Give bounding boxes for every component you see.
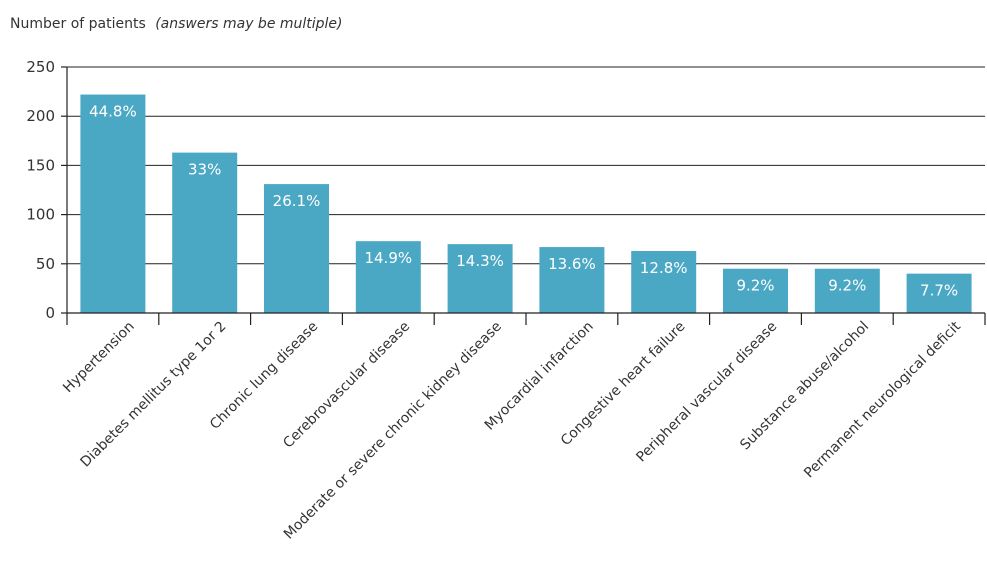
bar-data-label-4: 14.3% xyxy=(456,252,504,270)
bar-0 xyxy=(80,94,146,313)
y-axis-ticks: 0 50 100 150 200 250 xyxy=(26,58,67,322)
x-axis xyxy=(66,67,986,325)
bar-data-label-3: 14.9% xyxy=(364,249,412,267)
y-tick-label-0: 0 xyxy=(45,304,55,322)
category-label-4: Moderate or severe chronic kidney diseas… xyxy=(281,319,505,543)
category-label-9: Permanent neurological deficit xyxy=(801,318,964,481)
bar-6 xyxy=(631,251,697,313)
bar-3 xyxy=(355,241,421,313)
bar-8 xyxy=(814,268,880,313)
bar-data-label-8: 9.2% xyxy=(828,277,866,295)
bar-data-label-0: 44.8% xyxy=(89,103,137,121)
y-tick-label-150: 150 xyxy=(26,156,55,174)
bar-data-labels: 44.8% 33% 26.1% 14.9% 14.3% 13.6% 12.8% 9.2% 9.2… xyxy=(89,103,958,300)
bar-9 xyxy=(906,273,972,313)
y-tick-label-100: 100 xyxy=(26,206,55,224)
bar-5 xyxy=(539,247,605,313)
y-axis-title: Number of patients (answers may be multi… xyxy=(10,16,343,32)
y-tick-label-250: 250 xyxy=(26,58,55,76)
bar-1 xyxy=(172,152,238,313)
category-label-0: Hypertension xyxy=(60,319,138,397)
category-label-1: Diabetes mellitus type 1or 2 xyxy=(78,319,230,471)
bar-7 xyxy=(723,268,788,313)
bar-data-label-5: 13.6% xyxy=(548,255,596,273)
bar-data-label-1: 33% xyxy=(188,161,221,179)
y-tick-label-200: 200 xyxy=(26,107,55,125)
bar-data-label-7: 9.2% xyxy=(736,277,774,295)
bar-data-label-2: 26.1% xyxy=(273,192,321,210)
y-tick-label-50: 50 xyxy=(36,255,55,273)
bar-data-label-9: 7.7% xyxy=(920,282,958,300)
bars xyxy=(80,94,972,313)
bar-data-label-6: 12.8% xyxy=(640,259,688,277)
y-axis-note: (answers may be multiple) xyxy=(155,16,342,32)
bar-4 xyxy=(447,244,513,313)
y-axis-label: Number of patients xyxy=(10,16,146,32)
bar-2 xyxy=(264,184,329,313)
